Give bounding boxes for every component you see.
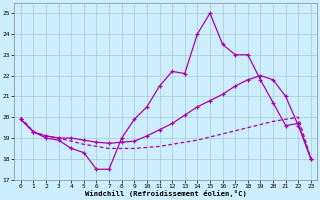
- X-axis label: Windchill (Refroidissement éolien,°C): Windchill (Refroidissement éolien,°C): [85, 190, 247, 197]
